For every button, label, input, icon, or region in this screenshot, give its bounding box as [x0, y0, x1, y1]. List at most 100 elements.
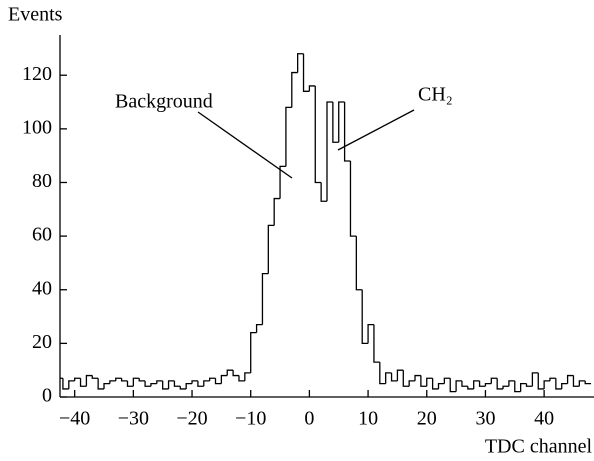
x-tick-label: 10 [358, 408, 378, 430]
histogram-step [232, 370, 239, 377]
histogram-step [109, 380, 116, 384]
histogram-step [426, 377, 433, 387]
histogram-step [478, 380, 486, 387]
histogram-step [355, 236, 363, 291]
histogram-step [390, 372, 398, 382]
histogram-step [74, 377, 81, 381]
histogram-step [361, 289, 369, 345]
x-tick-label: 30 [475, 408, 495, 430]
histogram-step [267, 224, 275, 274]
histogram-step [314, 85, 322, 184]
annotation-line [337, 109, 415, 151]
y-tick-label: 0 [42, 385, 52, 407]
histogram-step [572, 375, 580, 387]
histogram-step [68, 380, 75, 389]
histogram-step [62, 378, 69, 390]
histogram-step [173, 380, 181, 387]
y-tick-label: 100 [22, 116, 52, 138]
histogram-step [578, 380, 586, 387]
histogram-step [508, 380, 515, 387]
x-tick-label: −40 [59, 408, 90, 430]
histogram-step [437, 382, 445, 389]
x-tick-label: 20 [417, 408, 437, 430]
histogram-step [555, 378, 562, 390]
histogram-step [226, 369, 234, 376]
y-tick-label: 80 [32, 170, 52, 192]
histogram-step [285, 106, 292, 167]
histogram-step [138, 378, 146, 382]
y-axis-label: Events [8, 4, 63, 26]
histogram-step [449, 378, 457, 393]
histogram-step [220, 374, 228, 384]
histogram-step [473, 380, 480, 389]
histogram-step [150, 382, 157, 387]
histogram-step [561, 382, 568, 389]
annotation-line [197, 111, 293, 179]
histogram-step [531, 372, 539, 387]
histogram-step [420, 375, 427, 387]
histogram-step [519, 382, 527, 392]
histogram-step [549, 377, 556, 381]
histogram-step [396, 369, 404, 381]
histogram [60, 53, 592, 393]
histogram-step [179, 386, 187, 390]
histogram-step [543, 380, 550, 389]
histogram-step [385, 372, 392, 384]
histogram-step [214, 378, 222, 385]
histogram-step [103, 382, 110, 389]
y-tick-label: 40 [32, 277, 52, 299]
y-tick-label: 120 [22, 63, 52, 85]
histogram-step [332, 102, 339, 143]
histogram-step [261, 273, 269, 325]
histogram-step [302, 53, 310, 92]
histogram-step [91, 375, 99, 379]
x-tick-label: 40 [534, 408, 554, 430]
histogram-step [338, 101, 345, 143]
histogram-step [167, 380, 175, 389]
histogram-step [60, 377, 63, 379]
histogram-step [467, 386, 474, 390]
x-tick-label: −10 [235, 408, 266, 430]
histogram-step [502, 385, 509, 389]
histogram-step [379, 362, 386, 385]
histogram-step [291, 71, 298, 108]
histogram-step [584, 380, 592, 385]
histogram-step [455, 380, 462, 392]
histogram-step [496, 378, 504, 390]
histogram-step [461, 380, 468, 387]
annotation: Background [115, 91, 213, 113]
histogram-step [85, 374, 93, 387]
histogram-step [185, 382, 193, 389]
histogram-step [514, 380, 521, 393]
histogram-step [349, 161, 357, 237]
x-tick-label: 0 [304, 408, 314, 430]
histogram-step [343, 102, 351, 162]
histogram-step [484, 382, 492, 387]
histogram-step [255, 323, 263, 333]
histogram-step [203, 380, 210, 387]
histogram-step [273, 197, 281, 226]
histogram-step [320, 182, 327, 202]
histogram-step [144, 380, 151, 387]
x-tick-label: −30 [118, 408, 149, 430]
histogram-step [525, 383, 533, 387]
histogram-step [537, 372, 545, 390]
histogram-step [79, 378, 87, 387]
histogram-step [250, 331, 257, 373]
histogram-step [490, 377, 498, 384]
histogram-step [297, 53, 304, 73]
histogram-step [326, 101, 333, 202]
annotation: CH₂ [418, 84, 453, 106]
histogram-step [566, 374, 574, 384]
histogram-step [402, 370, 410, 387]
histogram-step [244, 372, 251, 381]
y-tick-label: 20 [32, 331, 52, 353]
histogram-step [156, 380, 163, 384]
histogram-step [132, 377, 140, 387]
histogram-step [431, 378, 439, 390]
x-axis-label: TDC channel [485, 436, 593, 458]
x-tick-label: −20 [176, 408, 207, 430]
histogram-step [97, 378, 105, 390]
